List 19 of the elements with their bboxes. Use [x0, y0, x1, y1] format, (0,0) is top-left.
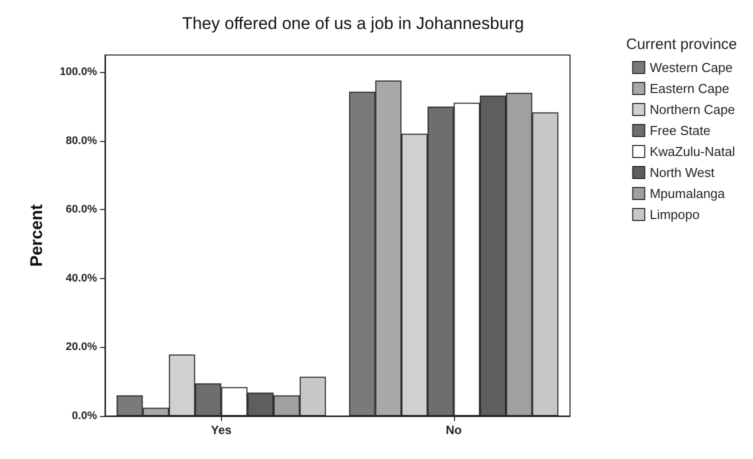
chart-title: They offered one of us a job in Johannesburg: [182, 14, 524, 33]
legend-label: Limpopo: [650, 207, 700, 222]
y-tick-label: 60.0%: [66, 204, 98, 216]
legend-label: Free State: [650, 123, 710, 138]
legend-label: KwaZulu-Natal: [650, 144, 736, 159]
x-tick-label: No: [446, 423, 462, 437]
x-tick-label: Yes: [210, 423, 232, 437]
legend-label: Northern Cape: [650, 102, 736, 117]
y-tick-label: 0.0%: [72, 410, 98, 422]
legend-label: North West: [650, 165, 715, 180]
y-tick-label: 80.0%: [66, 134, 98, 147]
y-axis-title: Percent: [27, 204, 46, 267]
legend-label: Eastern Cape: [650, 81, 730, 96]
y-tick-label: 40.0%: [66, 272, 98, 284]
legend-label: Western Cape: [650, 60, 733, 75]
y-tick-label: 100.0%: [60, 66, 98, 78]
y-tick-label: 20.0%: [66, 341, 98, 354]
legend-label: Mpumalanga: [650, 186, 726, 201]
legend-title: Current province: [626, 36, 738, 53]
